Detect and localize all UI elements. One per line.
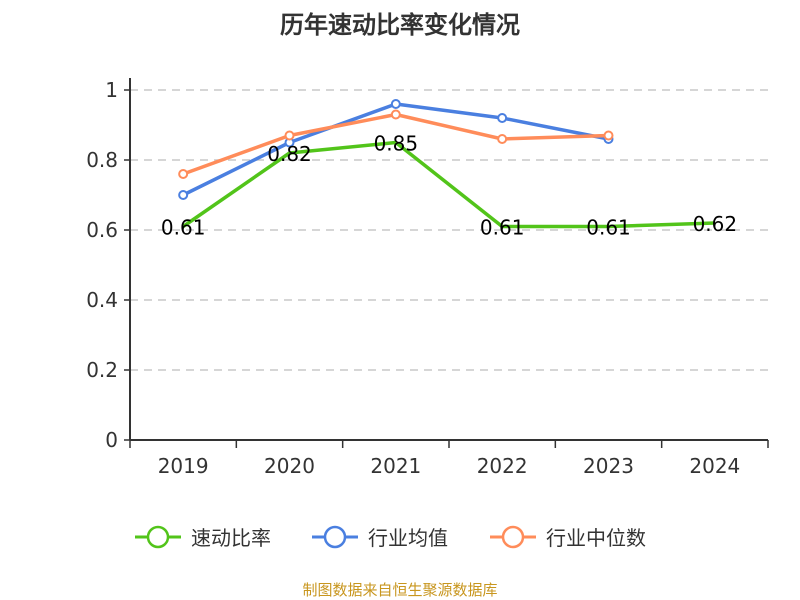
legend-label: 速动比率 <box>191 526 271 550</box>
chart-title: 历年速动比率变化情况 <box>280 11 520 39</box>
data-point[interactable] <box>284 130 295 141</box>
data-label: 0.61 <box>161 216 206 240</box>
data-point[interactable] <box>390 109 401 120</box>
y-tick-label: 0 <box>105 428 118 452</box>
data-point[interactable] <box>390 99 401 109</box>
data-label: 0.61 <box>480 216 525 240</box>
legend-label: 行业均值 <box>368 526 448 550</box>
source-note: 制图数据来自恒生聚源数据库 <box>302 581 497 599</box>
data-label: 0.61 <box>586 216 631 240</box>
data-point[interactable] <box>603 130 614 141</box>
y-tick-label: 0.2 <box>86 358 118 382</box>
legend-marker <box>323 525 347 549</box>
legend-item-0[interactable]: 速动比率 <box>135 525 271 550</box>
y-tick-label: 0.4 <box>86 288 118 312</box>
legend-label: 行业中位数 <box>546 526 646 550</box>
series-line-0 <box>182 140 715 229</box>
data-point[interactable] <box>178 190 189 200</box>
data-label: 0.62 <box>693 212 738 236</box>
x-tick-label: 2019 <box>158 454 209 478</box>
data-point[interactable] <box>497 134 508 144</box>
legend-item-2[interactable]: 行业中位数 <box>490 525 646 550</box>
y-tick-label: 0.8 <box>86 148 118 172</box>
data-point[interactable] <box>178 169 189 179</box>
data-label: 0.85 <box>374 132 419 156</box>
x-tick-label: 2020 <box>264 454 315 478</box>
y-tick-label: 0.6 <box>86 218 118 242</box>
legend-marker <box>146 525 170 549</box>
data-label: 0.82 <box>267 142 312 166</box>
data-point[interactable] <box>497 113 508 123</box>
x-tick-label: 2023 <box>583 454 634 478</box>
x-tick-label: 2021 <box>370 454 421 478</box>
legend-item-1[interactable]: 行业均值 <box>312 525 448 550</box>
x-tick-label: 2022 <box>477 454 528 478</box>
y-tick-label: 1 <box>105 78 118 102</box>
legend-marker <box>501 525 525 549</box>
x-tick-label: 2024 <box>689 454 740 478</box>
